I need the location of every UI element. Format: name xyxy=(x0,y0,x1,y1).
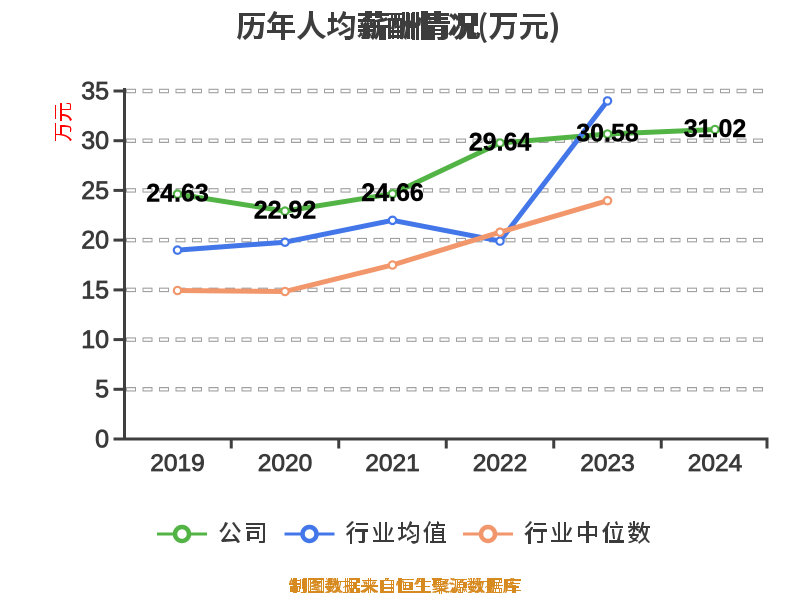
svg-text:2024: 2024 xyxy=(688,450,743,477)
svg-text:30.58: 30.58 xyxy=(576,119,639,147)
svg-text:25: 25 xyxy=(81,177,109,205)
svg-text:31.02: 31.02 xyxy=(684,115,747,143)
svg-text:2021: 2021 xyxy=(365,450,420,477)
svg-text:15: 15 xyxy=(81,276,109,304)
svg-text:30: 30 xyxy=(81,127,109,155)
svg-text:20: 20 xyxy=(81,227,109,255)
svg-text:24.66: 24.66 xyxy=(361,179,424,207)
svg-text:22.92: 22.92 xyxy=(254,197,317,225)
svg-text:5: 5 xyxy=(95,376,109,404)
svg-text:2019: 2019 xyxy=(150,450,205,477)
svg-text:2022: 2022 xyxy=(473,450,528,477)
svg-text:29.64: 29.64 xyxy=(469,128,532,156)
svg-text:24.63: 24.63 xyxy=(146,180,209,208)
svg-text:2023: 2023 xyxy=(580,450,635,477)
svg-text:10: 10 xyxy=(81,326,109,354)
svg-text:2020: 2020 xyxy=(258,450,313,477)
svg-text:35: 35 xyxy=(81,77,109,105)
svg-text:0: 0 xyxy=(95,425,109,453)
